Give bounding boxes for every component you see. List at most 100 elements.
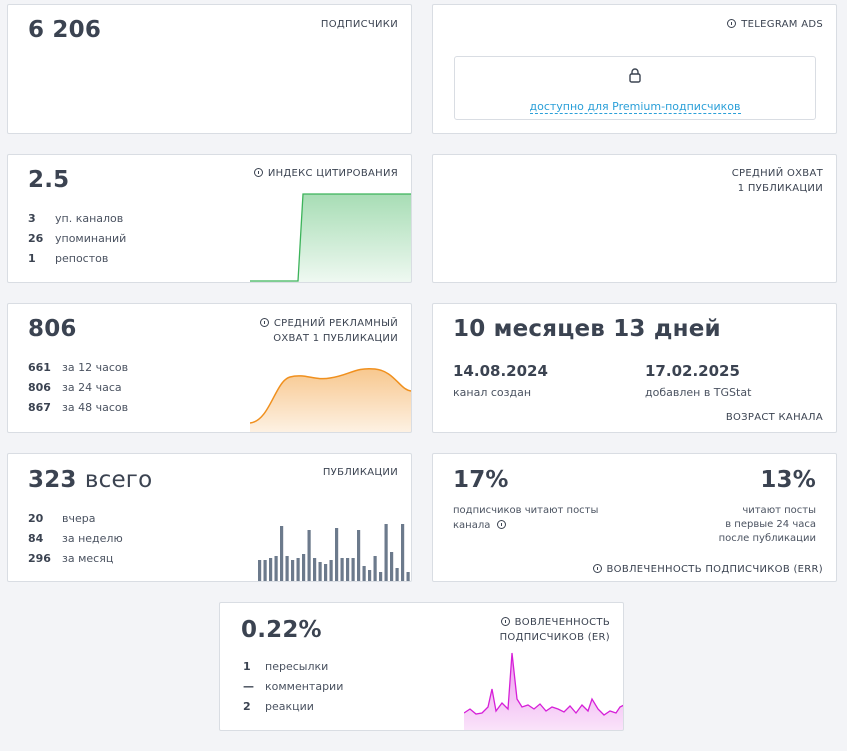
err-right-text: читают посты в первые 24 часа после публ… — [719, 504, 816, 546]
subscribers-value: 6 206 — [28, 17, 102, 43]
err-card[interactable]: 17% подписчиков читают посты канала 13% … — [432, 453, 837, 582]
ad-reach-label: СРЕДНИЙ РЕКЛАМНЫЙ ОХВАТ 1 ПУБЛИКАЦИИ — [259, 316, 398, 346]
stat-row: 2 реакции — [243, 697, 343, 717]
stat-num: 3 — [28, 212, 36, 225]
publication-bar — [373, 556, 377, 581]
help-icon[interactable] — [496, 520, 506, 529]
info-icon — [727, 19, 737, 28]
publication-bar — [269, 558, 273, 581]
publication-bar — [274, 556, 278, 581]
stat-text: за неделю — [62, 532, 123, 545]
publication-bar — [307, 530, 311, 581]
average-reach-card[interactable]: СРЕДНИЙ ОХВАТ 1 ПУБЛИКАЦИИ — [432, 154, 837, 283]
stat-row: 296 за месяц — [28, 549, 123, 569]
stat-text: упоминаний — [55, 232, 127, 245]
publication-bar — [346, 558, 350, 581]
stat-num: 661 — [28, 361, 51, 374]
channel-age-value: 10 месяцев 13 дней — [453, 316, 721, 342]
publication-bar — [368, 570, 372, 581]
stat-num: 84 — [28, 532, 44, 545]
publication-bar — [291, 560, 295, 581]
info-icon — [253, 168, 263, 177]
publication-bar — [324, 564, 328, 581]
channel-age-label: ВОЗРАСТ КАНАЛА — [725, 412, 823, 423]
subscribers-label: ПОДПИСЧИКИ — [320, 19, 398, 30]
publication-bar — [318, 562, 322, 581]
er-label-line1: ВОВЛЕЧЕННОСТЬ — [514, 617, 610, 628]
ad-reach-stats: 661 за 12 часов 806 за 24 часа 867 за 48 ча… — [28, 358, 128, 418]
publication-bar — [384, 524, 388, 581]
publication-bar — [335, 528, 339, 581]
publication-bar — [379, 572, 383, 581]
stat-text: уп. каналов — [55, 212, 124, 225]
publication-bar — [362, 566, 366, 581]
stat-num: 867 — [28, 401, 51, 414]
publication-bar — [351, 558, 355, 581]
citation-stats: 3 уп. каналов 26 упоминаний 1 репостов — [28, 209, 126, 269]
stat-text: вчера — [62, 512, 96, 525]
publications-card[interactable]: 323 всего ПУБЛИКАЦИИ 20 вчера 84 за неделю… — [7, 453, 412, 582]
ad-reach-label-line2: ОХВАТ 1 ПУБЛИКАЦИИ — [273, 333, 398, 344]
publication-bar — [340, 558, 344, 581]
created-date: 14.08.2024 — [453, 362, 548, 380]
stat-row: 1 репостов — [28, 249, 126, 269]
err-left-text-1: подписчиков читают посты — [453, 505, 599, 516]
publication-bar — [395, 568, 399, 581]
stat-num: 1 — [243, 660, 251, 673]
stat-text: репостов — [55, 252, 109, 265]
average-reach-label: СРЕДНИЙ ОХВАТ 1 ПУБЛИКАЦИИ — [732, 166, 823, 196]
ad-reach-sparkline — [250, 367, 411, 432]
added-date: 17.02.2025 — [645, 362, 740, 380]
average-reach-label-line2: 1 ПУБЛИКАЦИИ — [737, 183, 823, 194]
publication-bar — [357, 530, 361, 581]
telegram-ads-label: TELEGRAM ADS — [727, 17, 823, 32]
publications-bar-chart — [258, 524, 410, 581]
publication-bar — [263, 560, 267, 581]
created-label: канал создан — [453, 386, 532, 399]
lock-icon — [629, 68, 641, 83]
stat-num: 20 — [28, 512, 44, 525]
er-label-line2: ПОДПИСЧИКОВ (ER) — [499, 632, 610, 643]
channel-age-card: 10 месяцев 13 дней 14.08.2024 канал созд… — [432, 303, 837, 433]
stat-num: 26 — [28, 232, 44, 245]
er-label: ВОВЛЕЧЕННОСТЬ ПОДПИСЧИКОВ (ER) — [500, 615, 610, 645]
publications-suffix: всего — [84, 467, 153, 493]
err-right-text-1: читают посты — [742, 505, 816, 516]
publications-label: ПУБЛИКАЦИИ — [322, 467, 398, 478]
stat-row: 20 вчера — [28, 509, 123, 529]
citation-label: ИНДЕКС ЦИТИРОВАНИЯ — [253, 166, 398, 181]
premium-link[interactable]: доступно для Premium-подписчиков — [529, 100, 741, 114]
telegram-ads-card: TELEGRAM ADS доступно для Premium-подпис… — [432, 4, 837, 134]
subscribers-card[interactable]: 6 206 ПОДПИСЧИКИ — [7, 4, 412, 134]
stat-row: 806 за 24 часа — [28, 378, 128, 398]
stat-row: 661 за 12 часов — [28, 358, 128, 378]
err-label: ВОВЛЕЧЕННОСТЬ ПОДПИСЧИКОВ (ERR) — [592, 562, 824, 577]
publications-stats: 20 вчера 84 за неделю 296 за месяц — [28, 509, 123, 569]
citation-index-card[interactable]: 2.5 ИНДЕКС ЦИТИРОВАНИЯ 3 уп. каналов 26 уп… — [7, 154, 412, 283]
stat-row: 84 за неделю — [28, 529, 123, 549]
info-icon — [259, 318, 269, 327]
err-right-value: 13% — [760, 467, 816, 493]
stat-text: пересылки — [265, 660, 329, 673]
stat-row: 26 упоминаний — [28, 229, 126, 249]
ad-reach-label-line1: СРЕДНИЙ РЕКЛАМНЫЙ — [273, 318, 398, 329]
publication-bar — [285, 556, 289, 581]
er-card[interactable]: 0.22% ВОВЛЕЧЕННОСТЬ ПОДПИСЧИКОВ (ER) 1 пе… — [219, 602, 624, 731]
er-stats: 1 пересылки — комментарии 2 реакции — [243, 657, 343, 717]
err-label-text: ВОВЛЕЧЕННОСТЬ ПОДПИСЧИКОВ (ERR) — [606, 564, 823, 575]
citation-label-text: ИНДЕКС ЦИТИРОВАНИЯ — [267, 168, 398, 179]
ad-reach-value: 806 — [28, 316, 77, 342]
stat-text: за 12 часов — [62, 361, 129, 374]
err-left-value: 17% — [453, 467, 509, 493]
stat-text: комментарии — [265, 680, 344, 693]
err-right-text-2: в первые 24 часа — [725, 519, 816, 530]
stat-num: 296 — [28, 552, 51, 565]
ad-reach-card[interactable]: 806 СРЕДНИЙ РЕКЛАМНЫЙ ОХВАТ 1 ПУБЛИКАЦИИ… — [7, 303, 412, 433]
publication-bar — [280, 526, 284, 581]
err-left-text-2: канала — [453, 520, 491, 531]
publications-count: 323 — [28, 467, 77, 493]
publication-bar — [329, 560, 333, 581]
publication-bar — [313, 558, 317, 581]
info-icon — [500, 617, 510, 626]
publication-bar — [258, 560, 262, 581]
